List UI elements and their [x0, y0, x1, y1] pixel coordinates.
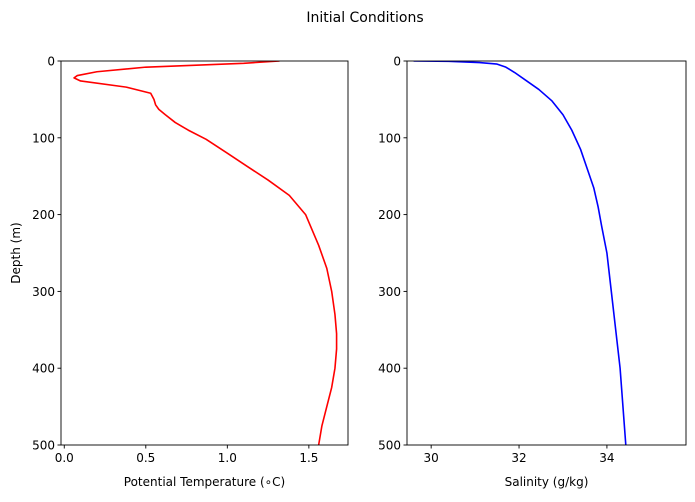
- salinity-y-tick-label: 200: [378, 208, 401, 222]
- salinity-y-tick-label: 400: [378, 362, 401, 376]
- temperature-y-tick-label: 300: [32, 285, 55, 299]
- temperature-x-tick-label: 0.0: [55, 451, 74, 465]
- salinity-x-tick-label: 34: [599, 451, 614, 465]
- temperature-y-tick-label: 100: [32, 131, 55, 145]
- temperature-x-tick-label: 1.0: [218, 451, 237, 465]
- temperature-y-tick-label: 0: [47, 55, 55, 69]
- salinity-series-line-0: [413, 61, 627, 445]
- temperature-x-axis-label: Potential Temperature (∘C): [124, 475, 285, 489]
- salinity-y-tick-label: 0: [393, 55, 401, 69]
- temperature-series-line-0: [73, 61, 338, 445]
- temperature-y-tick-label: 400: [32, 362, 55, 376]
- temperature-x-tick-label: 0.5: [136, 451, 155, 465]
- salinity-x-tick-label: 32: [511, 451, 526, 465]
- salinity-panel: 30 32 34 0 100 200 300 400 500 Salinity (g/kg): [378, 55, 687, 489]
- salinity-axes-frame: [406, 60, 687, 446]
- temperature-x-tick-label: 1.5: [299, 451, 318, 465]
- temperature-panel: 0.0 0.5 1.0 1.5 0 100 200 300 400 500 Potential Te…: [9, 55, 349, 489]
- salinity-y-tick-label: 300: [378, 285, 401, 299]
- temperature-y-tick-label: 200: [32, 208, 55, 222]
- temperature-y-tick-label: 500: [32, 439, 55, 453]
- salinity-x-axis-label: Salinity (g/kg): [505, 475, 589, 489]
- salinity-y-tick-label: 500: [378, 439, 401, 453]
- salinity-x-tick-label: 30: [424, 451, 439, 465]
- temperature-y-axis-label: Depth (m): [9, 222, 23, 283]
- salinity-y-tick-label: 100: [378, 131, 401, 145]
- temperature-axes-frame: [60, 60, 349, 446]
- figure-suptitle: Initial Conditions: [306, 10, 423, 26]
